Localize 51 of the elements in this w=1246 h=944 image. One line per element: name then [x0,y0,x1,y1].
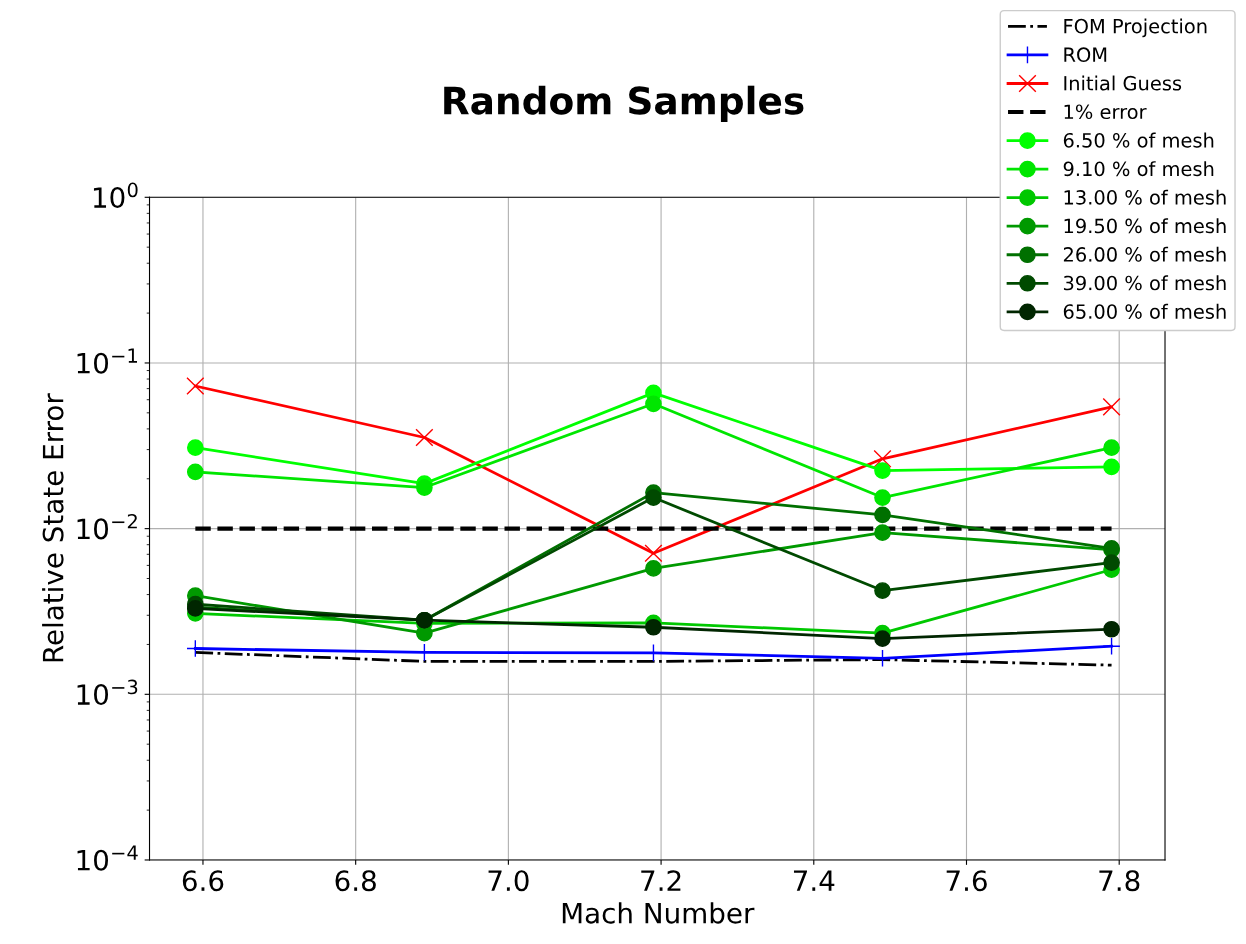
point [645,489,662,506]
line-series [193,651,1113,667]
y-tick-label: 10$^{−2}$ [77,513,137,540]
point [1103,458,1120,476]
point [1103,554,1120,571]
point [873,449,892,468]
point [186,439,204,457]
x-tick-label: 7.6 [946,870,987,892]
legend-label: 9.10 % of mesh [1063,161,1214,177]
chart-title: Random Samples [444,85,804,122]
x-tick-label: 7.8 [1099,870,1140,892]
legend-label: 65.00 % of mesh [1063,303,1226,319]
y-axis-title: Relative State Error [42,393,64,662]
point [874,462,891,479]
legend-label: 13.00 % of mesh [1064,189,1226,205]
legend-label: FOM Projection [1064,18,1207,38]
point [874,524,891,541]
point [1102,397,1121,416]
point [186,376,205,396]
point [874,506,891,524]
point [645,560,662,577]
point [874,630,891,647]
y-tick-label: 10$^{−4}$ [77,845,138,871]
point [186,639,205,658]
point [1103,620,1120,638]
x-axis-title: Mach Number [562,902,755,924]
x-tick-label: 7.2 [641,870,681,891]
x-tick-label: 6.8 [335,870,376,892]
x-tick-label: 6.6 [182,870,224,892]
legend-label: Initial Guess [1064,75,1182,91]
y-tick-label: 10$^{0}$ [93,182,138,209]
point [645,618,662,636]
legend-label: ROM [1064,47,1107,63]
legend-label: 19.50 % of mesh [1064,218,1226,234]
point [644,544,663,563]
point [874,582,891,599]
legend-label: 6.50 % of mesh [1063,132,1214,148]
x-tick-label: 7.4 [793,870,835,891]
legend-label: 1% error [1064,104,1147,120]
x-tick-label: 7.0 [488,870,529,892]
point [645,395,662,413]
legend-label: 39.00 % of mesh [1063,275,1226,291]
point [416,479,433,496]
point [1102,637,1121,656]
point [186,463,204,481]
point [874,489,891,506]
y-tick-label: 10$^{−3}$ [77,679,138,706]
point [415,428,434,447]
point [1103,439,1120,457]
y-tick-label: 10$^{−1}$ [77,348,137,374]
legend-label: 26.00 % of mesh [1063,246,1226,262]
